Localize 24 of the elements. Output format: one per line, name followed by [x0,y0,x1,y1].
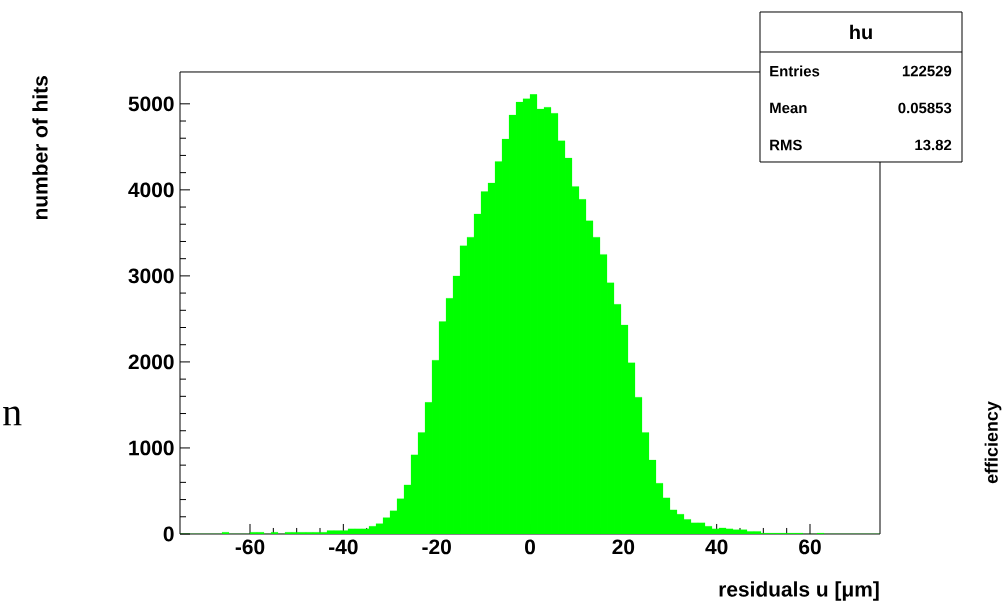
x-tick-label: 20 [612,539,635,555]
x-tick-label: 40 [705,539,728,555]
y-tick-label: 1000 [129,440,174,456]
y-tick-label: 0 [163,526,174,542]
x-tick-label: -40 [329,539,358,555]
x-tick-label: 60 [799,539,821,555]
y-tick-label: 3000 [128,268,174,284]
text: 13.82 [915,139,952,151]
x-axis-title: residuals u [μm] [719,581,879,601]
text: hu [850,24,872,40]
y-tick-label: 5000 [128,96,174,112]
y-tick-label: 2000 [128,354,174,370]
text: n [3,406,22,426]
annotation: RMS [770,139,802,151]
annotation: Mean [770,102,807,114]
x-tick-label: 0 [525,539,535,555]
y-tick-label: 4000 [128,182,174,198]
text: 122529 [902,65,952,77]
y-axis-title: number of hits [32,76,48,220]
text: 0.05853 [898,102,952,114]
x-tick-label: -60 [235,539,265,555]
text: efficiency [984,401,1002,484]
x-tick-label: -20 [422,539,451,555]
annotation: Entries [770,65,820,77]
